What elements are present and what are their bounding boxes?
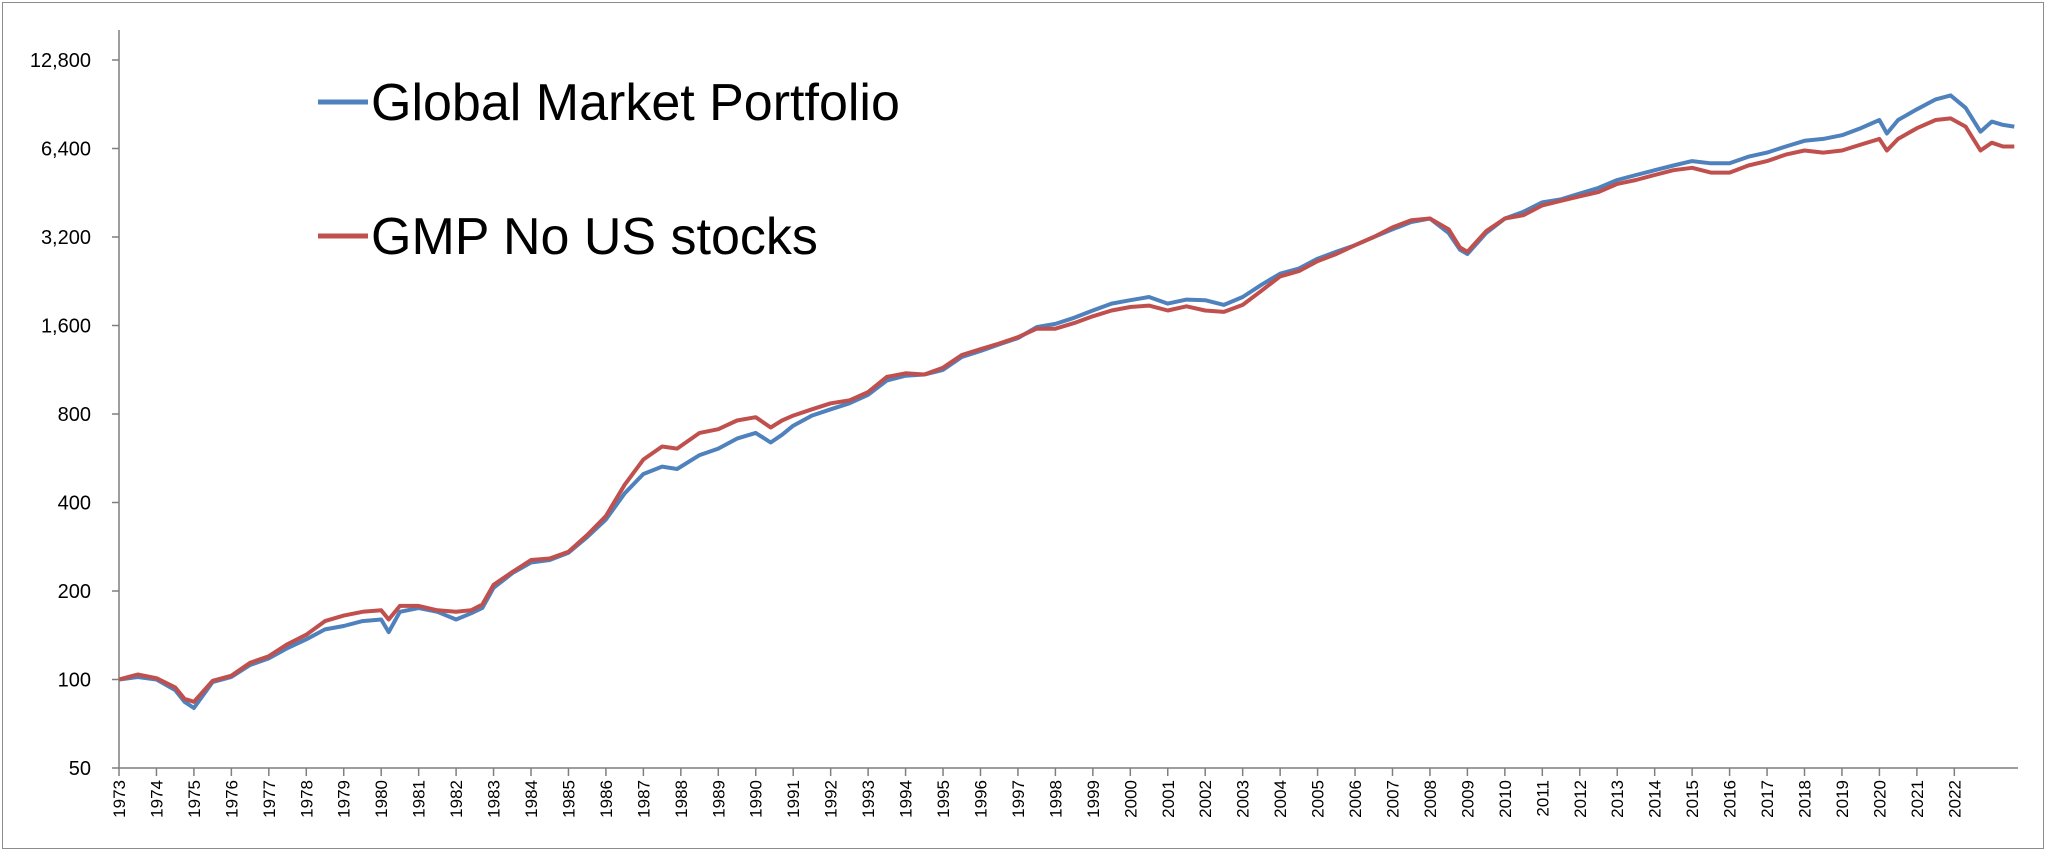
y-tick-label: 12,800 [30,50,91,72]
x-tick-label: 2010 [1496,780,1515,818]
x-tick-label: 1973 [110,780,129,818]
y-tick-label: 800 [58,404,91,426]
x-tick-label: 2013 [1608,780,1627,818]
series-layer [118,93,2015,710]
x-tick-label: 1996 [971,780,990,818]
legend-label-gmp-no-us-stocks: GMP No US stocks [371,208,818,266]
x-tick-label: 1980 [372,780,391,818]
legend: Global Market Portfolio GMP No US stocks [318,74,900,266]
x-tick-label: 1974 [147,780,166,818]
x-tick-label: 2003 [1234,780,1253,818]
x-tick-label: 1994 [897,780,916,818]
x-tick-label: 1979 [335,780,354,818]
x-tick-label: 2002 [1196,780,1215,818]
x-tick-label: 2015 [1683,780,1702,818]
x-tick-label: 1983 [485,780,504,818]
legend-label-global-market-portfolio: Global Market Portfolio [371,74,900,132]
x-tick-label: 2000 [1121,780,1140,818]
y-tick-label: 1,600 [41,316,91,338]
series-line-1 [118,116,2015,704]
x-tick-label: 1978 [297,780,316,818]
y-axis: 50 100 200 400 800 1,600 3,200 6,400 12,800 [30,30,120,780]
series-line-0 [118,93,2015,710]
x-tick-label: 1991 [784,780,803,818]
x-tick-label: 2007 [1383,780,1402,818]
y-tick-label: 50 [69,758,91,780]
x-tick-label: 2019 [1833,780,1852,818]
x-tick-label: 1982 [447,780,466,818]
x-tick-label: 2006 [1346,780,1365,818]
x-tick-label: 2016 [1721,780,1740,818]
x-tick-label: 1975 [185,780,204,818]
x-tick-label: 1985 [559,780,578,818]
y-tick-label: 200 [58,581,91,603]
x-tick-label: 1999 [1084,780,1103,818]
x-tick-label: 2004 [1271,780,1290,818]
x-axis: 1973 1974 1975 1976 1977 1978 1979 1980 1981 1982… [110,767,2018,818]
x-tick-label: 2017 [1758,780,1777,818]
x-tick-label: 1984 [522,780,541,818]
x-tick-label: 2018 [1796,780,1815,818]
x-tick-label: 1976 [222,780,241,818]
x-tick-label: 1990 [747,780,766,818]
x-tick-label: 1993 [859,780,878,818]
x-tick-label: 2005 [1309,780,1328,818]
x-tick-label: 2021 [1908,780,1927,818]
x-tick-label: 1995 [934,780,953,818]
y-tick-label: 400 [58,493,91,515]
x-tick-label: 2011 [1533,780,1552,817]
x-tick-label: 1987 [634,780,653,818]
y-tick-label: 100 [58,670,91,692]
x-tick-label: 1997 [1009,780,1028,818]
x-tick-label: 1986 [597,780,616,818]
x-tick-label: 2008 [1421,780,1440,818]
x-tick-label: 2014 [1646,780,1665,818]
x-tick-label: 1988 [672,780,691,818]
x-tick-label: 1989 [709,780,728,818]
x-tick-label: 2009 [1458,780,1477,818]
x-tick-label: 2012 [1571,780,1590,818]
x-tick-label: 2022 [1945,780,1964,818]
x-tick-label: 2001 [1159,780,1178,818]
x-tick-label: 1977 [260,780,279,818]
x-tick-label: 1992 [822,780,841,818]
y-tick-label: 6,400 [41,139,91,161]
x-tick-label: 1998 [1046,780,1065,818]
x-tick-label: 2020 [1870,780,1889,818]
x-tick-label: 1981 [410,780,429,818]
y-tick-label: 3,200 [41,227,91,249]
